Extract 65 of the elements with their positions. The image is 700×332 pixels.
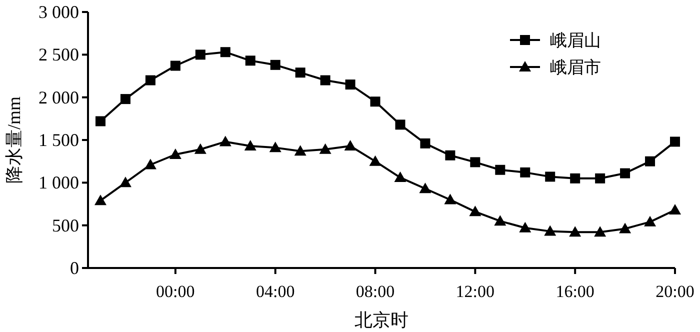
point (119, 176, 132, 188)
point (170, 60, 180, 71)
point (469, 206, 482, 216)
point (569, 226, 582, 237)
point (394, 172, 406, 182)
point (194, 143, 206, 154)
point (420, 138, 430, 148)
y-tick-label: 500 (52, 215, 79, 236)
point (669, 204, 681, 214)
point (295, 68, 306, 78)
legend-label: 峨眉山 (550, 31, 601, 50)
point (495, 164, 506, 175)
point (594, 226, 606, 237)
point (319, 143, 332, 154)
legend-label: 峨眉市 (550, 58, 601, 77)
x-tick-label: 04:00 (256, 282, 295, 301)
point (544, 225, 556, 236)
x-tick-label: 12:00 (456, 282, 495, 301)
x-tick-label: 20:00 (656, 282, 694, 301)
point (445, 150, 456, 160)
point (620, 168, 630, 178)
point (120, 94, 130, 104)
y-tick-label: 2 500 (38, 44, 79, 65)
point (519, 222, 532, 232)
point (520, 167, 530, 178)
point (270, 60, 280, 70)
point (369, 155, 382, 166)
point (244, 140, 256, 150)
point (195, 50, 206, 60)
y-tick-label: 2 000 (38, 87, 79, 108)
x-axis-title: 北京时 (354, 310, 408, 330)
point (219, 136, 232, 146)
point (470, 157, 480, 168)
point (294, 145, 306, 156)
point (269, 142, 282, 152)
point (344, 140, 356, 150)
x-tick-label: 00:00 (156, 282, 195, 301)
point (370, 96, 380, 107)
y-tick-label: 0 (70, 258, 79, 278)
point (145, 75, 156, 86)
x-tick-label: 08:00 (356, 282, 395, 301)
point (494, 215, 506, 226)
point (444, 194, 456, 204)
point (419, 182, 432, 194)
point (670, 136, 680, 147)
point (570, 173, 580, 184)
point (169, 148, 182, 160)
point (320, 75, 330, 86)
point (595, 173, 606, 184)
point (94, 194, 106, 206)
point (619, 222, 632, 234)
point (245, 56, 256, 66)
point (644, 216, 656, 226)
point (345, 80, 356, 90)
point (395, 120, 406, 130)
y-tick-label: 1 500 (38, 130, 79, 150)
y-axis-title: 降水量/mm (4, 96, 24, 184)
y-tick-label: 1 000 (38, 172, 79, 193)
point (95, 116, 106, 126)
point (645, 156, 656, 166)
point (220, 47, 230, 58)
point (144, 158, 156, 170)
point (545, 172, 556, 182)
x-tick-label: 16:00 (556, 282, 594, 301)
y-tick-label: 3 000 (38, 2, 79, 22)
